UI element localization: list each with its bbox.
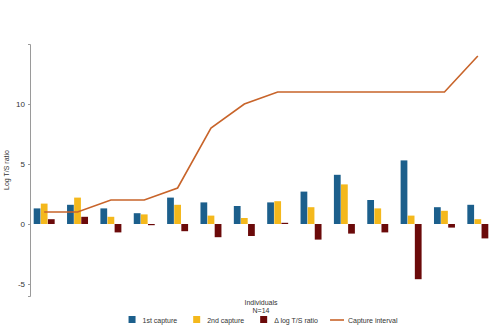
legend-swatch xyxy=(330,319,344,321)
legend-item: Δ log T/S ratio xyxy=(260,316,318,325)
y-tick-mark xyxy=(28,284,30,285)
y-tick-mark xyxy=(28,164,30,165)
y-tick-mark xyxy=(28,104,30,105)
bar xyxy=(315,224,322,240)
bar xyxy=(41,204,48,224)
legend-label: Capture interval xyxy=(348,317,398,325)
legend-swatch xyxy=(193,316,200,323)
bar xyxy=(374,208,381,224)
bar xyxy=(167,198,174,224)
bar xyxy=(448,224,455,228)
marks xyxy=(34,56,489,279)
legend-label: Δ log T/S ratio xyxy=(274,317,318,325)
bar xyxy=(474,219,481,224)
bar xyxy=(308,207,315,224)
bar xyxy=(441,211,448,224)
bar xyxy=(341,184,348,224)
bar xyxy=(200,202,207,224)
bar xyxy=(408,216,415,224)
legend: 1st capture 2nd capture Δ log T/S ratio Cap… xyxy=(129,316,398,325)
bar xyxy=(115,224,122,232)
y-axis: -5 0 5 10 xyxy=(16,45,30,297)
x-axis-title-line: N=14 xyxy=(253,307,270,314)
y-tick-label: 5 xyxy=(21,160,26,169)
bar xyxy=(234,206,241,224)
line xyxy=(44,56,478,212)
y-tick: 0 xyxy=(21,220,30,229)
bar xyxy=(134,213,141,224)
bar xyxy=(67,205,74,224)
y-tick-label: 0 xyxy=(21,220,26,229)
legend-swatch xyxy=(129,316,136,323)
bar xyxy=(108,217,115,224)
bar xyxy=(381,224,388,232)
y-tick: -5 xyxy=(18,280,30,289)
bar-series xyxy=(34,160,474,224)
chart-svg: -5 0 5 10 Log T/S ratio IndividualsN=14 1st ca… xyxy=(0,0,500,330)
bar xyxy=(48,219,55,224)
bar xyxy=(281,223,288,224)
legend-swatch xyxy=(260,316,267,323)
bar xyxy=(482,224,489,238)
legend-label: 1st capture xyxy=(143,317,178,325)
bar xyxy=(301,192,308,224)
legend-item: 1st capture xyxy=(129,316,178,325)
bar xyxy=(434,207,441,224)
bar-series xyxy=(48,217,488,279)
legend-label: 2nd capture xyxy=(207,317,244,325)
bar xyxy=(267,202,274,224)
y-tick-label: 10 xyxy=(16,100,25,109)
bar xyxy=(181,224,188,231)
bar xyxy=(415,224,422,279)
y-axis-title: Log T/S ratio xyxy=(3,150,11,190)
y-axis-line xyxy=(28,45,31,297)
bar xyxy=(274,201,281,224)
bar xyxy=(467,205,474,224)
bar xyxy=(81,217,88,224)
bar xyxy=(208,216,215,224)
bar xyxy=(248,224,255,236)
x-axis-title-line: Individuals xyxy=(244,299,278,306)
y-tick-mark xyxy=(28,224,30,225)
legend-item: Capture interval xyxy=(330,317,398,325)
legend-item: 2nd capture xyxy=(193,316,244,325)
bar xyxy=(348,224,355,234)
y-tick: 5 xyxy=(21,160,30,169)
bar xyxy=(215,224,222,237)
y-tick-label: -5 xyxy=(18,280,26,289)
bar xyxy=(241,218,248,224)
y-tick: 10 xyxy=(16,100,30,109)
bar-series xyxy=(41,184,481,224)
bar xyxy=(401,160,408,224)
bar xyxy=(34,208,41,224)
bar xyxy=(148,224,155,225)
plot-area: -5 0 5 10 xyxy=(16,45,488,297)
bar xyxy=(334,175,341,224)
bar xyxy=(141,214,148,224)
bar xyxy=(367,200,374,224)
chart-container: -5 0 5 10 Log T/S ratio IndividualsN=14 1st ca… xyxy=(0,0,500,330)
bar xyxy=(100,208,107,224)
x-axis-title: IndividualsN=14 xyxy=(244,299,278,314)
bar xyxy=(174,205,181,224)
